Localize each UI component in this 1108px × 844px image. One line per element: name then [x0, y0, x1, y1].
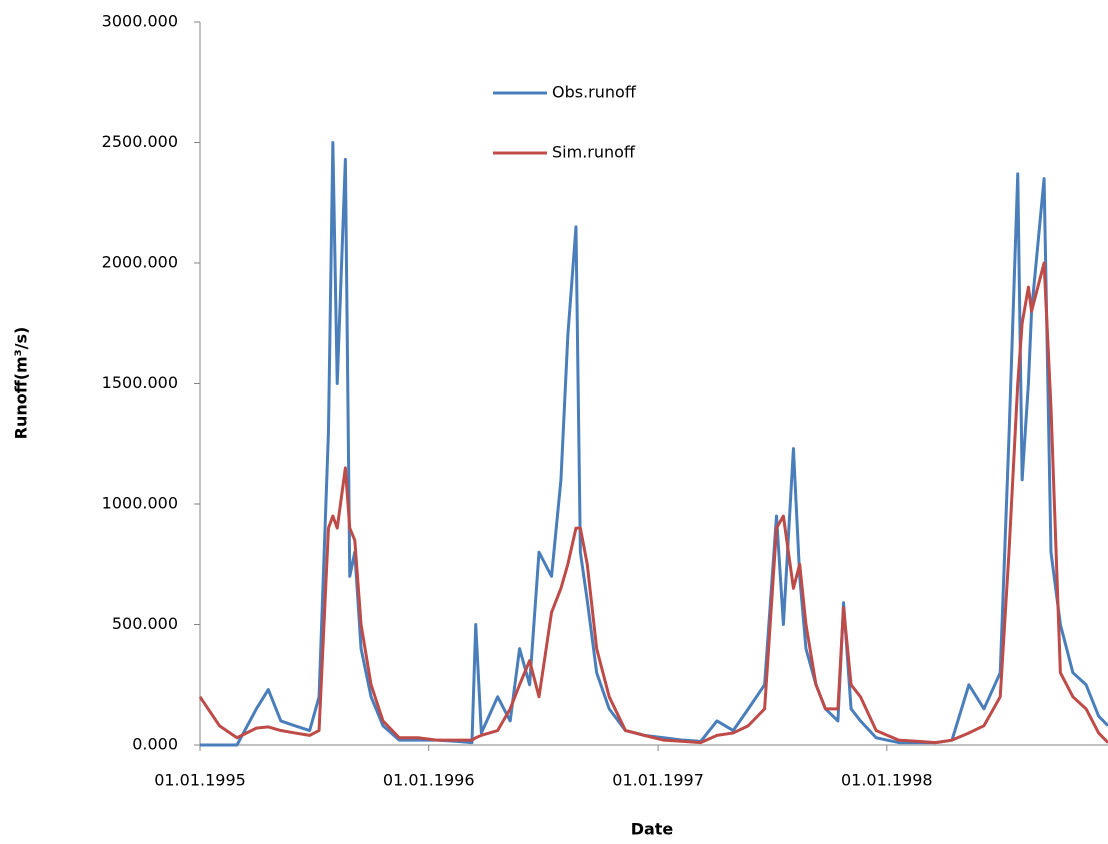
legend-label: Obs.runoff: [552, 83, 637, 102]
y-tick-label: 2500.000: [102, 132, 178, 151]
data-line: [200, 141, 1108, 747]
x-tick-label: 01.01.1995: [154, 771, 246, 790]
x-tick-label: 01.01.1998: [841, 771, 933, 790]
y-tick-label: 1000.000: [102, 494, 178, 513]
y-axis-label: Runoff(m³/s): [12, 327, 31, 440]
y-tick-label: 2000.000: [102, 253, 178, 272]
legend-label: Sim.runoff: [552, 143, 636, 162]
y-tick-label: 500.000: [112, 614, 178, 633]
y-tick-label: 0.000: [132, 735, 178, 754]
x-tick-label: 01.01.1996: [383, 771, 475, 790]
x-tick-label: 01.01.1997: [612, 771, 704, 790]
x-axis-label: Date: [631, 820, 674, 839]
y-tick-label: 1500.000: [102, 373, 178, 392]
y-tick-label: 3000.000: [102, 12, 178, 31]
data-line: [198, 261, 1108, 745]
